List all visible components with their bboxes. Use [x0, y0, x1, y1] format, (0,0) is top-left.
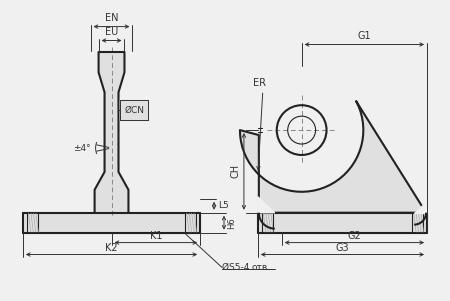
Text: EN: EN	[105, 13, 118, 23]
Text: ±4°: ±4°	[73, 144, 90, 153]
Text: L5: L5	[218, 201, 229, 210]
Polygon shape	[240, 101, 426, 213]
Text: G3: G3	[336, 243, 349, 253]
Text: H6: H6	[227, 217, 236, 228]
Text: ØCN: ØCN	[124, 106, 144, 115]
Text: отв.: отв.	[252, 263, 271, 272]
Polygon shape	[94, 52, 128, 213]
Text: K2: K2	[105, 243, 118, 253]
Text: CH: CH	[231, 164, 241, 178]
Polygon shape	[121, 100, 148, 120]
Text: G2: G2	[347, 231, 361, 240]
Text: ER: ER	[253, 78, 266, 88]
Text: EU: EU	[105, 26, 118, 36]
Polygon shape	[258, 213, 427, 233]
Text: ØS5-4: ØS5-4	[222, 263, 252, 272]
Text: K1: K1	[149, 231, 162, 240]
Polygon shape	[23, 213, 200, 233]
Polygon shape	[258, 197, 275, 213]
Polygon shape	[414, 201, 427, 213]
Text: G1: G1	[358, 30, 371, 41]
